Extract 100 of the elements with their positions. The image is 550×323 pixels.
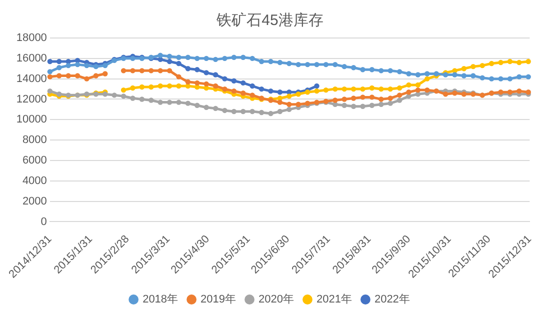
point [342,102,347,108]
point [415,72,421,78]
point [396,92,402,98]
point [350,104,356,109]
point [194,102,200,108]
point [296,102,301,107]
point [222,108,228,114]
point [158,68,163,74]
point [277,90,283,95]
point [148,98,154,103]
point [286,94,292,99]
point [369,102,375,108]
point [406,94,412,99]
point [240,108,246,114]
point [240,90,246,96]
point [212,72,218,78]
point [158,100,163,105]
point [231,108,237,114]
point [415,82,421,88]
point [526,58,531,64]
point [93,73,99,78]
point [332,86,338,92]
point [516,60,522,66]
point [369,85,375,91]
y-tick-label: 8000 [22,134,47,146]
point [304,62,310,68]
point [47,69,53,74]
point [139,96,145,102]
point [516,88,522,94]
point [185,79,191,84]
y-tick-label: 12000 [16,93,47,106]
point [424,76,430,82]
point [204,81,209,87]
point [286,60,292,66]
point [148,68,154,74]
point [130,56,136,62]
y-tick-label: 16000 [16,52,47,64]
point [378,102,384,107]
point [369,94,375,100]
point [250,92,255,98]
point [388,68,393,74]
point [120,68,126,74]
point [166,58,172,64]
point [296,62,301,68]
point [332,62,338,68]
point [388,100,393,106]
point [250,108,255,114]
point [507,58,513,64]
point [212,106,218,112]
point [139,68,145,74]
point [130,96,136,101]
point [194,80,200,86]
point [470,73,476,78]
point [258,58,264,64]
point [166,54,172,59]
point [360,104,366,109]
point [176,83,182,89]
point [350,86,356,92]
point [360,67,366,72]
point [452,90,458,96]
point [332,98,338,103]
point [452,72,458,78]
point [130,68,136,74]
point [378,86,384,92]
point [350,65,356,70]
point [268,58,274,64]
point [526,74,531,80]
point [166,83,172,89]
point [56,58,62,64]
point [388,96,393,101]
point [415,87,421,93]
point [277,108,283,114]
point [194,56,200,62]
point [286,106,292,112]
point [396,85,402,91]
point [240,80,246,86]
point [342,64,347,70]
y-tick-label: 14000 [16,72,47,85]
point [396,69,402,74]
point [480,62,485,68]
point [406,71,412,76]
legend-label: 2021年 [316,294,352,306]
point [120,94,126,99]
point [222,56,228,62]
point [240,54,246,60]
point [176,60,182,66]
point [378,96,384,102]
legend-label: 2019年 [200,294,236,306]
point [148,84,154,90]
point [516,74,522,80]
point [185,54,191,60]
point [47,58,53,64]
point [84,62,90,68]
point [360,86,366,92]
point [130,85,136,91]
point [84,76,90,82]
point [258,86,264,92]
point [204,104,209,110]
point [47,88,53,94]
y-tick-label: 10000 [16,114,47,126]
